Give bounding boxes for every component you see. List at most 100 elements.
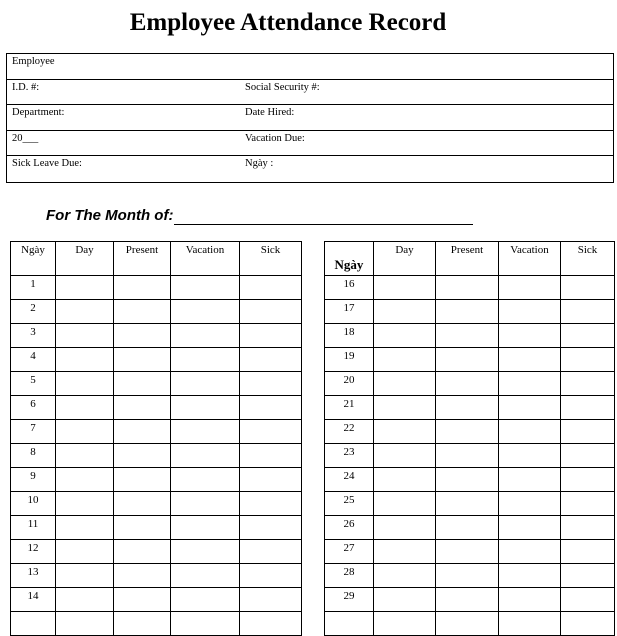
present-cell[interactable] <box>435 491 499 516</box>
present-cell[interactable] <box>435 395 499 420</box>
present-cell[interactable] <box>113 611 171 636</box>
sick-cell[interactable] <box>239 539 302 564</box>
vacation-cell[interactable] <box>498 515 561 540</box>
vacation-cell[interactable] <box>170 443 240 468</box>
present-cell[interactable] <box>113 299 171 324</box>
present-cell[interactable] <box>435 467 499 492</box>
sick-cell[interactable] <box>239 275 302 300</box>
vacation-cell[interactable] <box>498 275 561 300</box>
sick-cell[interactable] <box>560 563 615 588</box>
vacation-cell[interactable] <box>170 275 240 300</box>
vacation-cell[interactable] <box>170 491 240 516</box>
vacation-cell[interactable] <box>170 299 240 324</box>
sick-cell[interactable] <box>560 539 615 564</box>
vacation-cell[interactable] <box>170 515 240 540</box>
present-cell[interactable] <box>435 443 499 468</box>
vacation-cell[interactable] <box>498 371 561 396</box>
sick-cell[interactable] <box>560 515 615 540</box>
sick-cell[interactable] <box>560 419 615 444</box>
day-cell[interactable] <box>55 323 114 348</box>
sick-cell[interactable] <box>239 491 302 516</box>
present-cell[interactable] <box>435 563 499 588</box>
present-cell[interactable] <box>113 347 171 372</box>
present-cell[interactable] <box>435 323 499 348</box>
vacation-cell[interactable] <box>170 467 240 492</box>
present-cell[interactable] <box>435 371 499 396</box>
day-cell[interactable] <box>373 275 436 300</box>
sick-cell[interactable] <box>239 299 302 324</box>
sick-cell[interactable] <box>239 323 302 348</box>
present-cell[interactable] <box>435 419 499 444</box>
day-cell[interactable] <box>373 539 436 564</box>
day-cell[interactable] <box>373 587 436 612</box>
present-cell[interactable] <box>435 515 499 540</box>
vacation-cell[interactable] <box>170 419 240 444</box>
present-cell[interactable] <box>435 587 499 612</box>
day-cell[interactable] <box>55 587 114 612</box>
present-cell[interactable] <box>113 467 171 492</box>
day-cell[interactable] <box>55 275 114 300</box>
day-cell[interactable] <box>373 443 436 468</box>
day-cell[interactable] <box>55 371 114 396</box>
vacation-cell[interactable] <box>170 371 240 396</box>
day-cell[interactable] <box>373 347 436 372</box>
sick-cell[interactable] <box>560 443 615 468</box>
day-cell[interactable] <box>373 491 436 516</box>
vacation-cell[interactable] <box>170 611 240 636</box>
present-cell[interactable] <box>435 275 499 300</box>
day-cell[interactable] <box>373 299 436 324</box>
sick-cell[interactable] <box>560 371 615 396</box>
sick-cell[interactable] <box>560 347 615 372</box>
sick-cell[interactable] <box>239 419 302 444</box>
sick-cell[interactable] <box>239 515 302 540</box>
sick-cell[interactable] <box>560 611 615 636</box>
vacation-cell[interactable] <box>498 587 561 612</box>
day-cell[interactable] <box>373 563 436 588</box>
sick-cell[interactable] <box>239 587 302 612</box>
vacation-cell[interactable] <box>170 395 240 420</box>
sick-cell[interactable] <box>560 467 615 492</box>
vacation-cell[interactable] <box>498 419 561 444</box>
present-cell[interactable] <box>113 371 171 396</box>
day-cell[interactable] <box>55 539 114 564</box>
day-cell[interactable] <box>373 515 436 540</box>
present-cell[interactable] <box>435 299 499 324</box>
vacation-cell[interactable] <box>170 347 240 372</box>
sick-cell[interactable] <box>560 587 615 612</box>
sick-cell[interactable] <box>560 491 615 516</box>
vacation-cell[interactable] <box>170 539 240 564</box>
sick-cell[interactable] <box>239 443 302 468</box>
present-cell[interactable] <box>113 491 171 516</box>
day-cell[interactable] <box>55 299 114 324</box>
present-cell[interactable] <box>113 587 171 612</box>
vacation-cell[interactable] <box>170 563 240 588</box>
present-cell[interactable] <box>113 395 171 420</box>
day-cell[interactable] <box>55 491 114 516</box>
vacation-cell[interactable] <box>498 323 561 348</box>
vacation-cell[interactable] <box>170 323 240 348</box>
day-cell[interactable] <box>55 563 114 588</box>
day-cell[interactable] <box>55 443 114 468</box>
vacation-cell[interactable] <box>498 491 561 516</box>
sick-cell[interactable] <box>239 371 302 396</box>
present-cell[interactable] <box>113 275 171 300</box>
day-cell[interactable] <box>55 515 114 540</box>
day-cell[interactable] <box>55 395 114 420</box>
day-cell[interactable] <box>55 467 114 492</box>
day-cell[interactable] <box>373 611 436 636</box>
day-cell[interactable] <box>55 347 114 372</box>
day-cell[interactable] <box>373 419 436 444</box>
day-cell[interactable] <box>373 323 436 348</box>
present-cell[interactable] <box>435 539 499 564</box>
sick-cell[interactable] <box>560 299 615 324</box>
sick-cell[interactable] <box>560 275 615 300</box>
present-cell[interactable] <box>435 611 499 636</box>
vacation-cell[interactable] <box>498 395 561 420</box>
present-cell[interactable] <box>113 515 171 540</box>
present-cell[interactable] <box>113 443 171 468</box>
vacation-cell[interactable] <box>498 539 561 564</box>
vacation-cell[interactable] <box>498 467 561 492</box>
day-cell[interactable] <box>373 395 436 420</box>
vacation-cell[interactable] <box>498 347 561 372</box>
sick-cell[interactable] <box>239 563 302 588</box>
